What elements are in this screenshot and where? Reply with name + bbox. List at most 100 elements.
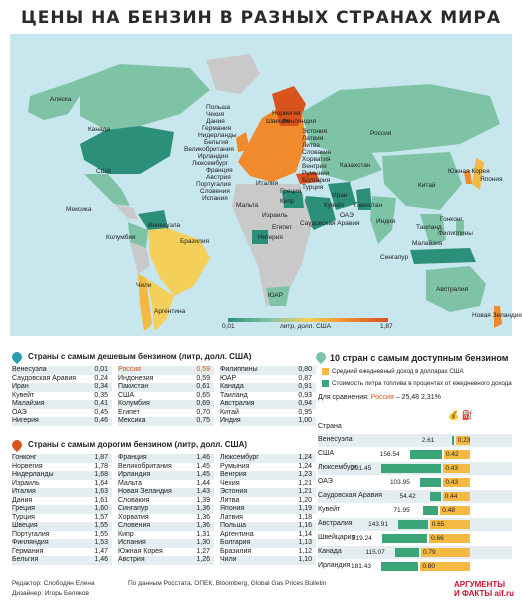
cost-value: 0.43 xyxy=(445,479,458,486)
map-label: Болгария xyxy=(302,177,331,184)
map-alaska xyxy=(28,82,80,120)
map-label: Казахстан xyxy=(340,162,371,169)
map-label: Саудовская Аравия xyxy=(300,220,360,227)
price-value: 0,87 xyxy=(298,374,312,382)
cost-value: 0.80 xyxy=(422,563,436,570)
table-row: Латвия 1,18 xyxy=(220,514,316,523)
map-label: Турция xyxy=(302,184,324,191)
country-name: Новая Зеландия xyxy=(118,488,172,495)
country-name: Финляндия xyxy=(12,539,49,546)
affordable-row: Канада 115.07 0.79 xyxy=(318,546,512,559)
compare-country: Россия xyxy=(370,394,394,401)
country-name: Польша xyxy=(220,522,247,529)
affordable-country: Кувейт xyxy=(318,506,341,513)
map-label: Нидерланды xyxy=(198,132,237,139)
map-nz xyxy=(494,306,502,328)
country-name: Филиппины xyxy=(220,366,258,373)
cost-bar xyxy=(455,436,470,445)
cost-bar xyxy=(429,520,470,529)
country-name: Латвия xyxy=(220,513,243,521)
price-value: 0,61 xyxy=(196,383,210,390)
country-name: Аргентина xyxy=(220,530,254,538)
table-row: Таиланд 0,93 xyxy=(220,392,316,401)
price-value: 1,68 xyxy=(94,471,108,478)
table-row: Колумбия 0,69 xyxy=(118,400,214,409)
price-value: 1,64 xyxy=(94,479,108,487)
legend-cost: Стоимость литра топлива в процентах от е… xyxy=(322,380,512,387)
table-row: Люксембург 1,24 xyxy=(220,454,316,463)
fuel-drop-icon xyxy=(9,437,25,453)
map-label: Нигерия xyxy=(258,234,283,241)
map-label: Россия xyxy=(370,130,392,137)
country-name: ЮАР xyxy=(220,374,237,382)
price-value: 0,70 xyxy=(196,408,210,416)
country-name: Япония xyxy=(220,505,245,512)
map-nigeria xyxy=(252,230,268,244)
table-row: Болгария 1,13 xyxy=(220,539,316,548)
map-label: Аргентина xyxy=(154,308,186,315)
table-row: Сингапур 1,36 xyxy=(118,505,214,514)
country-name: Египет xyxy=(118,408,140,416)
map-africa xyxy=(232,184,312,306)
affordable-row: Люксембург 291.45 0.43 xyxy=(318,462,512,475)
price-value: 1,36 xyxy=(196,505,210,512)
cost-value: 0.44 xyxy=(444,493,458,500)
map-label: Венесуэла xyxy=(148,222,181,229)
income-value: 219.24 xyxy=(351,535,372,542)
cost-bar xyxy=(443,464,470,473)
map-label: Словакия xyxy=(302,149,332,156)
country-name: Дания xyxy=(12,496,33,504)
map-label: Мексика xyxy=(66,206,92,213)
map-label: Кипр xyxy=(280,198,295,205)
scale-unit: литр, долл. США xyxy=(280,323,332,330)
table-row: Норвегия 1,78 xyxy=(12,463,112,472)
cost-bar xyxy=(442,492,470,501)
map-venezuela xyxy=(138,210,168,230)
legend-cost-label: Стоимость литра топлива в процентах от е… xyxy=(332,380,512,388)
country-name: Колумбия xyxy=(118,400,150,407)
table-row: Гонконг 1,87 xyxy=(12,454,112,463)
affordable-row: Ирландия 181.43 0.80 xyxy=(318,560,512,573)
table-row: Россия 0,59 xyxy=(118,366,214,375)
price-value: 1,36 xyxy=(196,522,210,529)
country-name: Таиланд xyxy=(220,391,248,399)
table-row: Япония 1,19 xyxy=(220,505,316,514)
affordable-country: США xyxy=(318,450,335,457)
income-value: 115.07 xyxy=(365,549,385,556)
price-value: 1,57 xyxy=(94,513,108,521)
price-value: 1,44 xyxy=(196,479,210,487)
price-value: 1,12 xyxy=(298,547,312,555)
country-name: Израиль xyxy=(12,479,40,487)
map-label: Китай xyxy=(418,182,436,189)
country-name: Франция xyxy=(118,454,147,461)
map-uk xyxy=(236,132,250,152)
legend-swatch xyxy=(322,380,329,387)
country-name: Канада xyxy=(220,383,244,390)
affordable-country: Австралия xyxy=(318,520,353,527)
map-label: Дания xyxy=(206,118,225,125)
income-bar xyxy=(429,492,441,501)
price-value: 1,24 xyxy=(298,454,312,461)
map-label: Литва xyxy=(302,142,320,149)
country-name: Люксембург xyxy=(220,454,259,461)
expensive-title: Страны с самым дорогим бензином (литр, д… xyxy=(28,440,248,449)
map-label: Мальта xyxy=(236,202,259,209)
table-row: Венесуэла 0,01 xyxy=(12,366,112,375)
map-label: Австрия xyxy=(206,174,231,181)
country-name: Кувейт xyxy=(12,391,35,399)
income-value: 291.45 xyxy=(351,465,372,472)
country-name: Словакия xyxy=(118,496,150,504)
country-name: Турция xyxy=(12,513,35,521)
table-row: Индонезия 0,59 xyxy=(118,375,214,384)
price-value: 1,61 xyxy=(94,496,108,504)
price-value: 0,95 xyxy=(298,408,312,416)
table-row: ЮАР 0,87 xyxy=(220,375,316,384)
cheap-title: Страны с самым дешевым бензином (литр, д… xyxy=(28,352,252,361)
table-row: Мексика 0,75 xyxy=(118,417,214,426)
price-value: 0,80 xyxy=(298,366,312,373)
cost-value: 0.43 xyxy=(445,465,458,472)
income-bar xyxy=(409,450,442,459)
price-value: 1,60 xyxy=(94,505,108,512)
table-row: Саудовская Аравия 0,24 xyxy=(12,375,112,384)
country-name: Индия xyxy=(220,417,241,424)
